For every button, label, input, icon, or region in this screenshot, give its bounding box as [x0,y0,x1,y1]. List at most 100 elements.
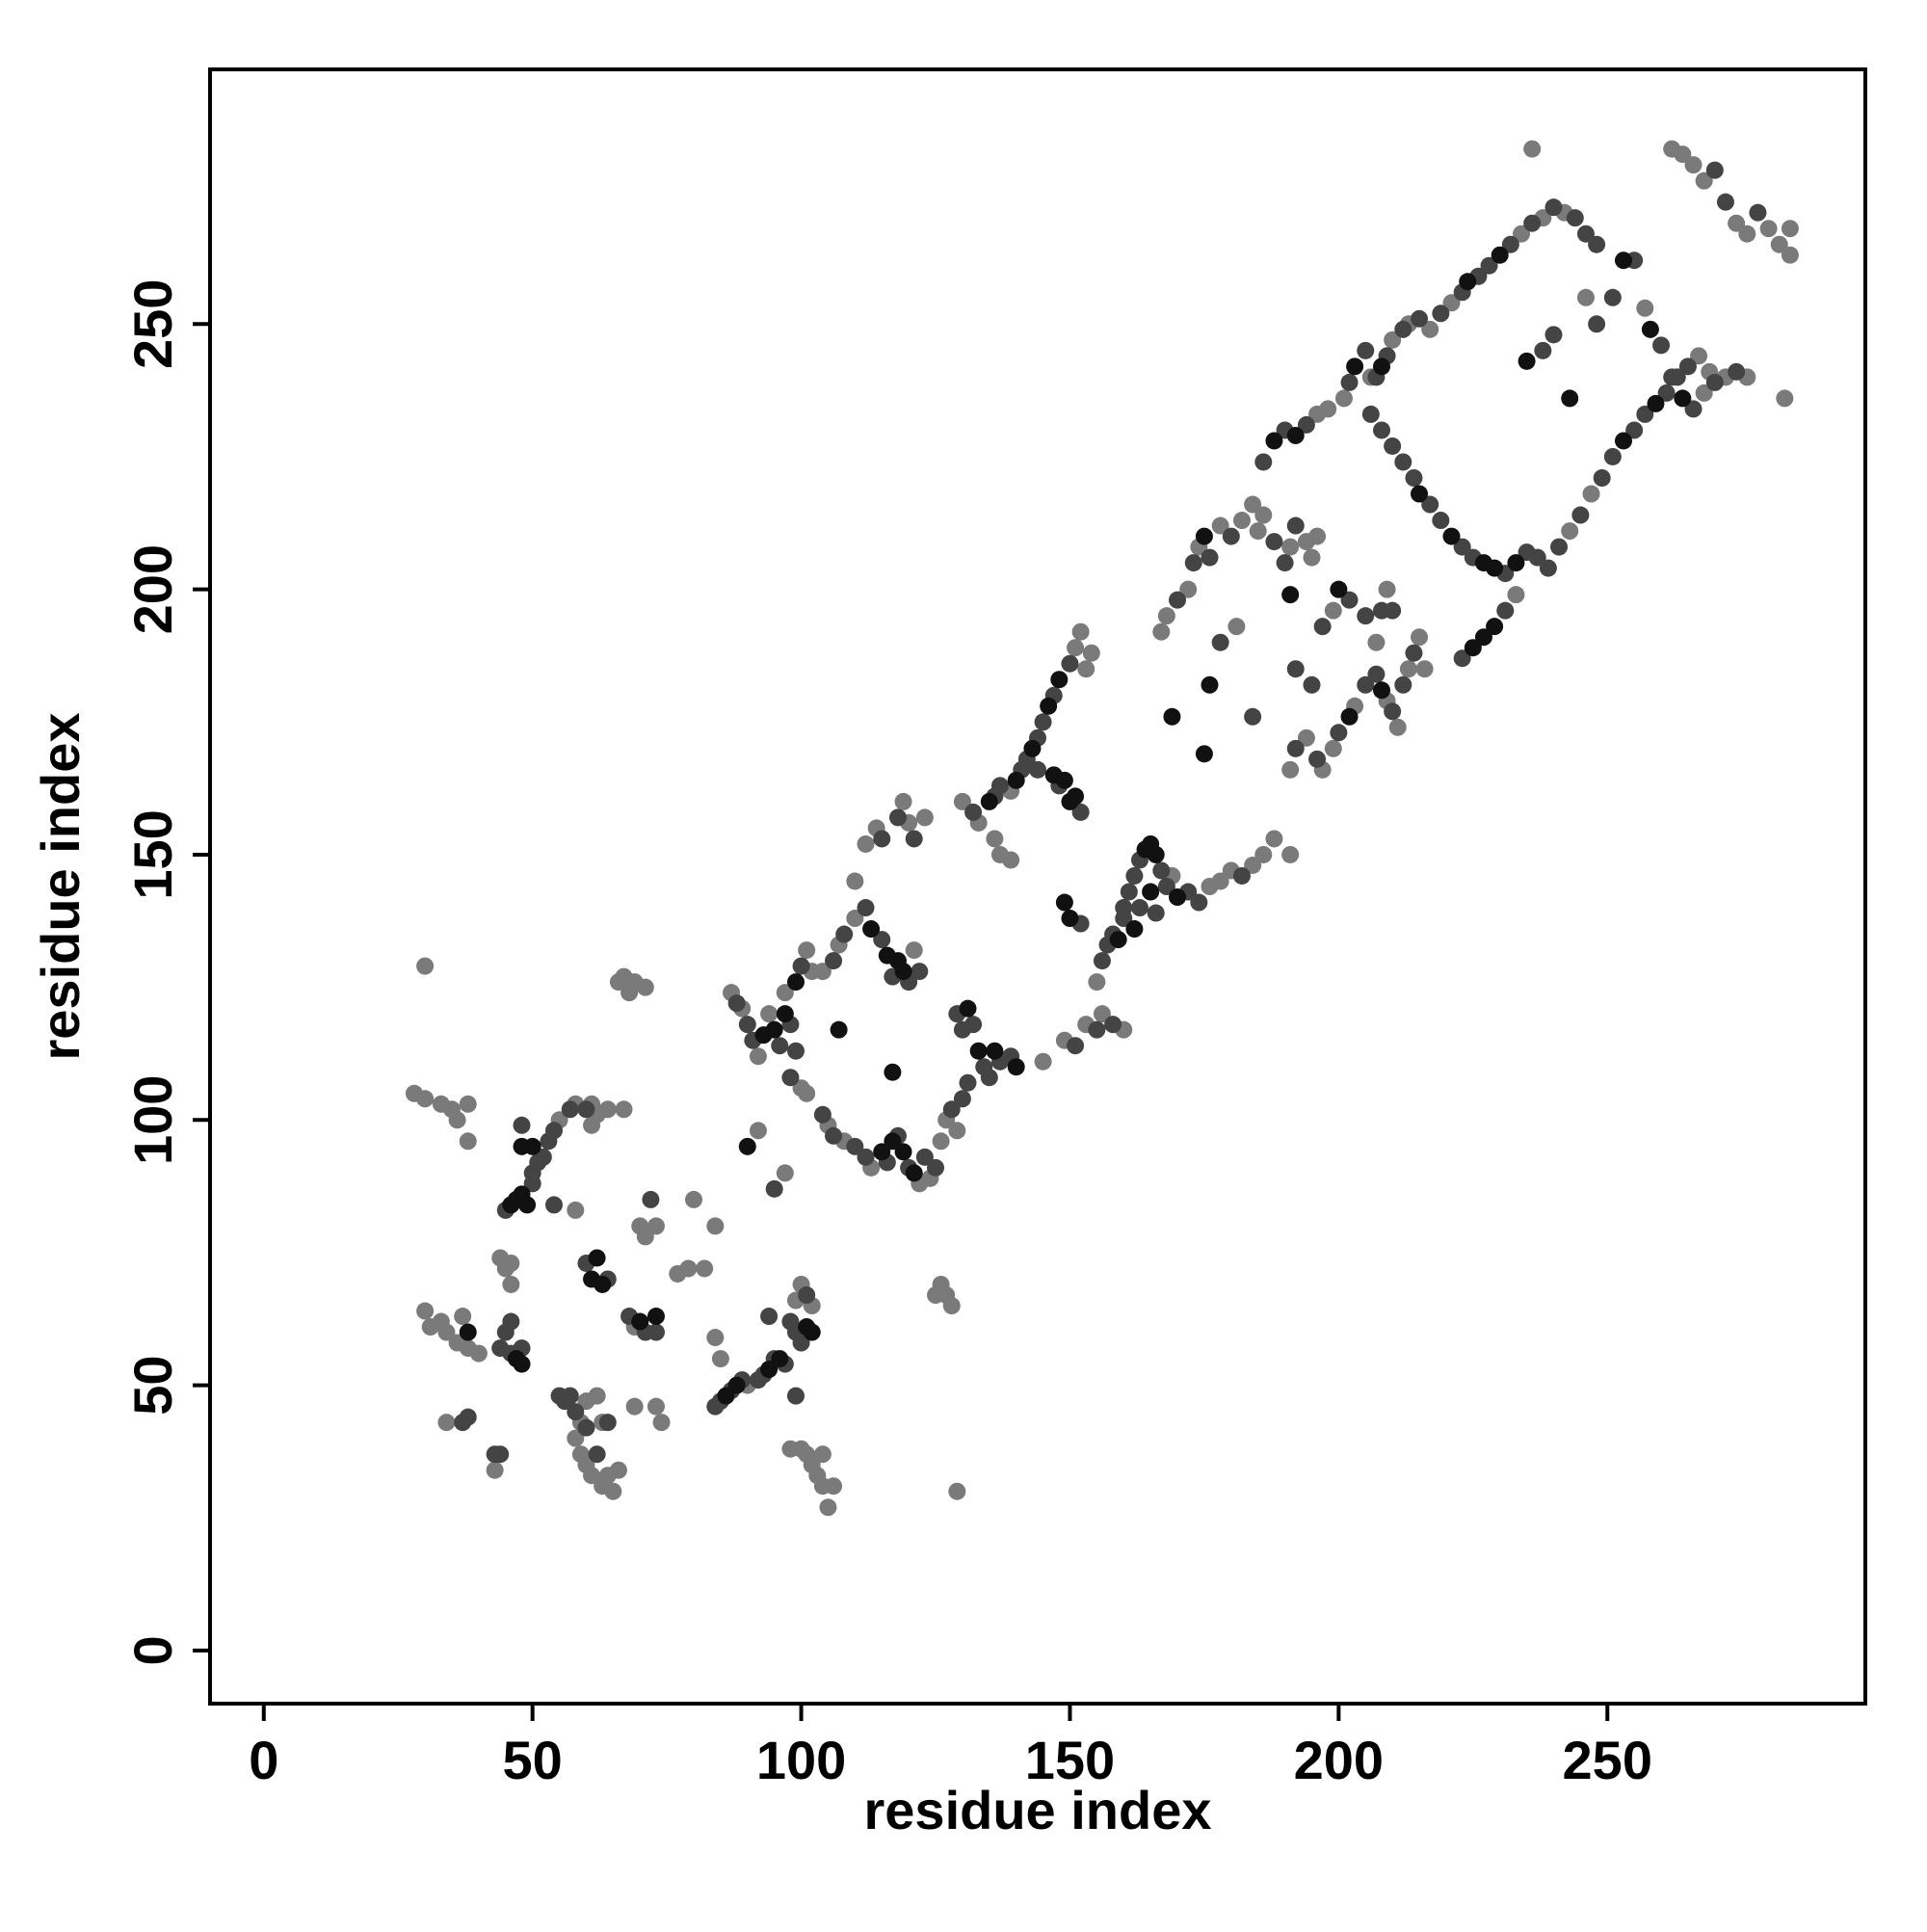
point [825,1477,843,1495]
point [749,1122,767,1140]
point [1286,739,1305,757]
point [1384,331,1402,349]
point [1125,866,1144,885]
point [776,1164,794,1182]
point [1539,559,1557,577]
point [1147,845,1165,863]
point [1534,341,1552,359]
point [577,1100,595,1119]
point [1120,883,1138,901]
point [1303,675,1321,694]
point [642,1190,660,1208]
point [915,1148,934,1166]
point [1367,633,1386,651]
point [502,1275,520,1293]
point [1040,697,1058,715]
point [1071,803,1090,821]
point [1007,771,1025,789]
point [1464,639,1482,657]
point [615,1100,633,1119]
point [1684,156,1703,174]
point [1265,830,1283,848]
point [765,1179,783,1198]
point [502,1254,520,1272]
point [1507,586,1525,604]
point [1561,389,1579,408]
point [1480,256,1498,275]
point [416,957,435,975]
point [1227,618,1246,636]
point [1372,681,1390,700]
y-tick-label: 150 [122,809,183,899]
point [905,941,923,960]
point [1576,225,1595,243]
point [1411,309,1429,328]
point [1728,214,1746,232]
point [786,1042,805,1060]
point [1007,1058,1025,1076]
point [986,1042,1004,1060]
point [990,777,1009,795]
point [652,1414,671,1432]
point [1286,426,1305,444]
point [636,978,654,996]
point [1544,198,1563,217]
point [1190,893,1208,912]
point [1061,654,1079,673]
point [760,1308,779,1326]
point [781,1069,800,1087]
point [1491,246,1509,264]
point [1023,739,1042,757]
point [1582,485,1600,503]
point [1636,299,1654,317]
point [598,1100,617,1119]
point [1442,527,1461,545]
point [1067,639,1085,657]
point [964,803,983,821]
point [1330,580,1348,598]
point [1340,707,1359,726]
point [1588,235,1606,253]
point [1684,400,1703,418]
point [803,1323,821,1341]
point [437,1414,456,1432]
point [1576,288,1595,306]
point [884,1132,902,1151]
point [813,1105,832,1124]
point [1561,522,1579,541]
point [1050,671,1069,689]
point [969,1042,988,1060]
point [636,1228,654,1246]
point [459,1095,477,1113]
point [1781,246,1799,264]
point [1157,607,1175,625]
point [786,973,805,992]
points [405,140,1799,1517]
point [825,1126,843,1145]
point [1357,607,1375,625]
point [1211,633,1229,651]
point [894,1143,912,1161]
point [835,925,854,943]
point [1195,527,1213,545]
point [1281,760,1300,779]
point [1324,739,1342,757]
point [1432,512,1450,530]
point [647,1323,665,1341]
point [771,1350,789,1368]
point [1716,193,1734,211]
point [647,1308,665,1326]
point [1442,294,1461,312]
point [905,1164,923,1182]
point [942,1297,961,1315]
point [771,1037,789,1055]
point [1749,203,1767,222]
point [1507,554,1525,572]
point [1421,495,1439,514]
point [1652,336,1671,355]
point [588,1387,606,1405]
point [1308,750,1327,768]
point [980,792,998,810]
point [706,1329,725,1347]
point [1496,601,1515,620]
